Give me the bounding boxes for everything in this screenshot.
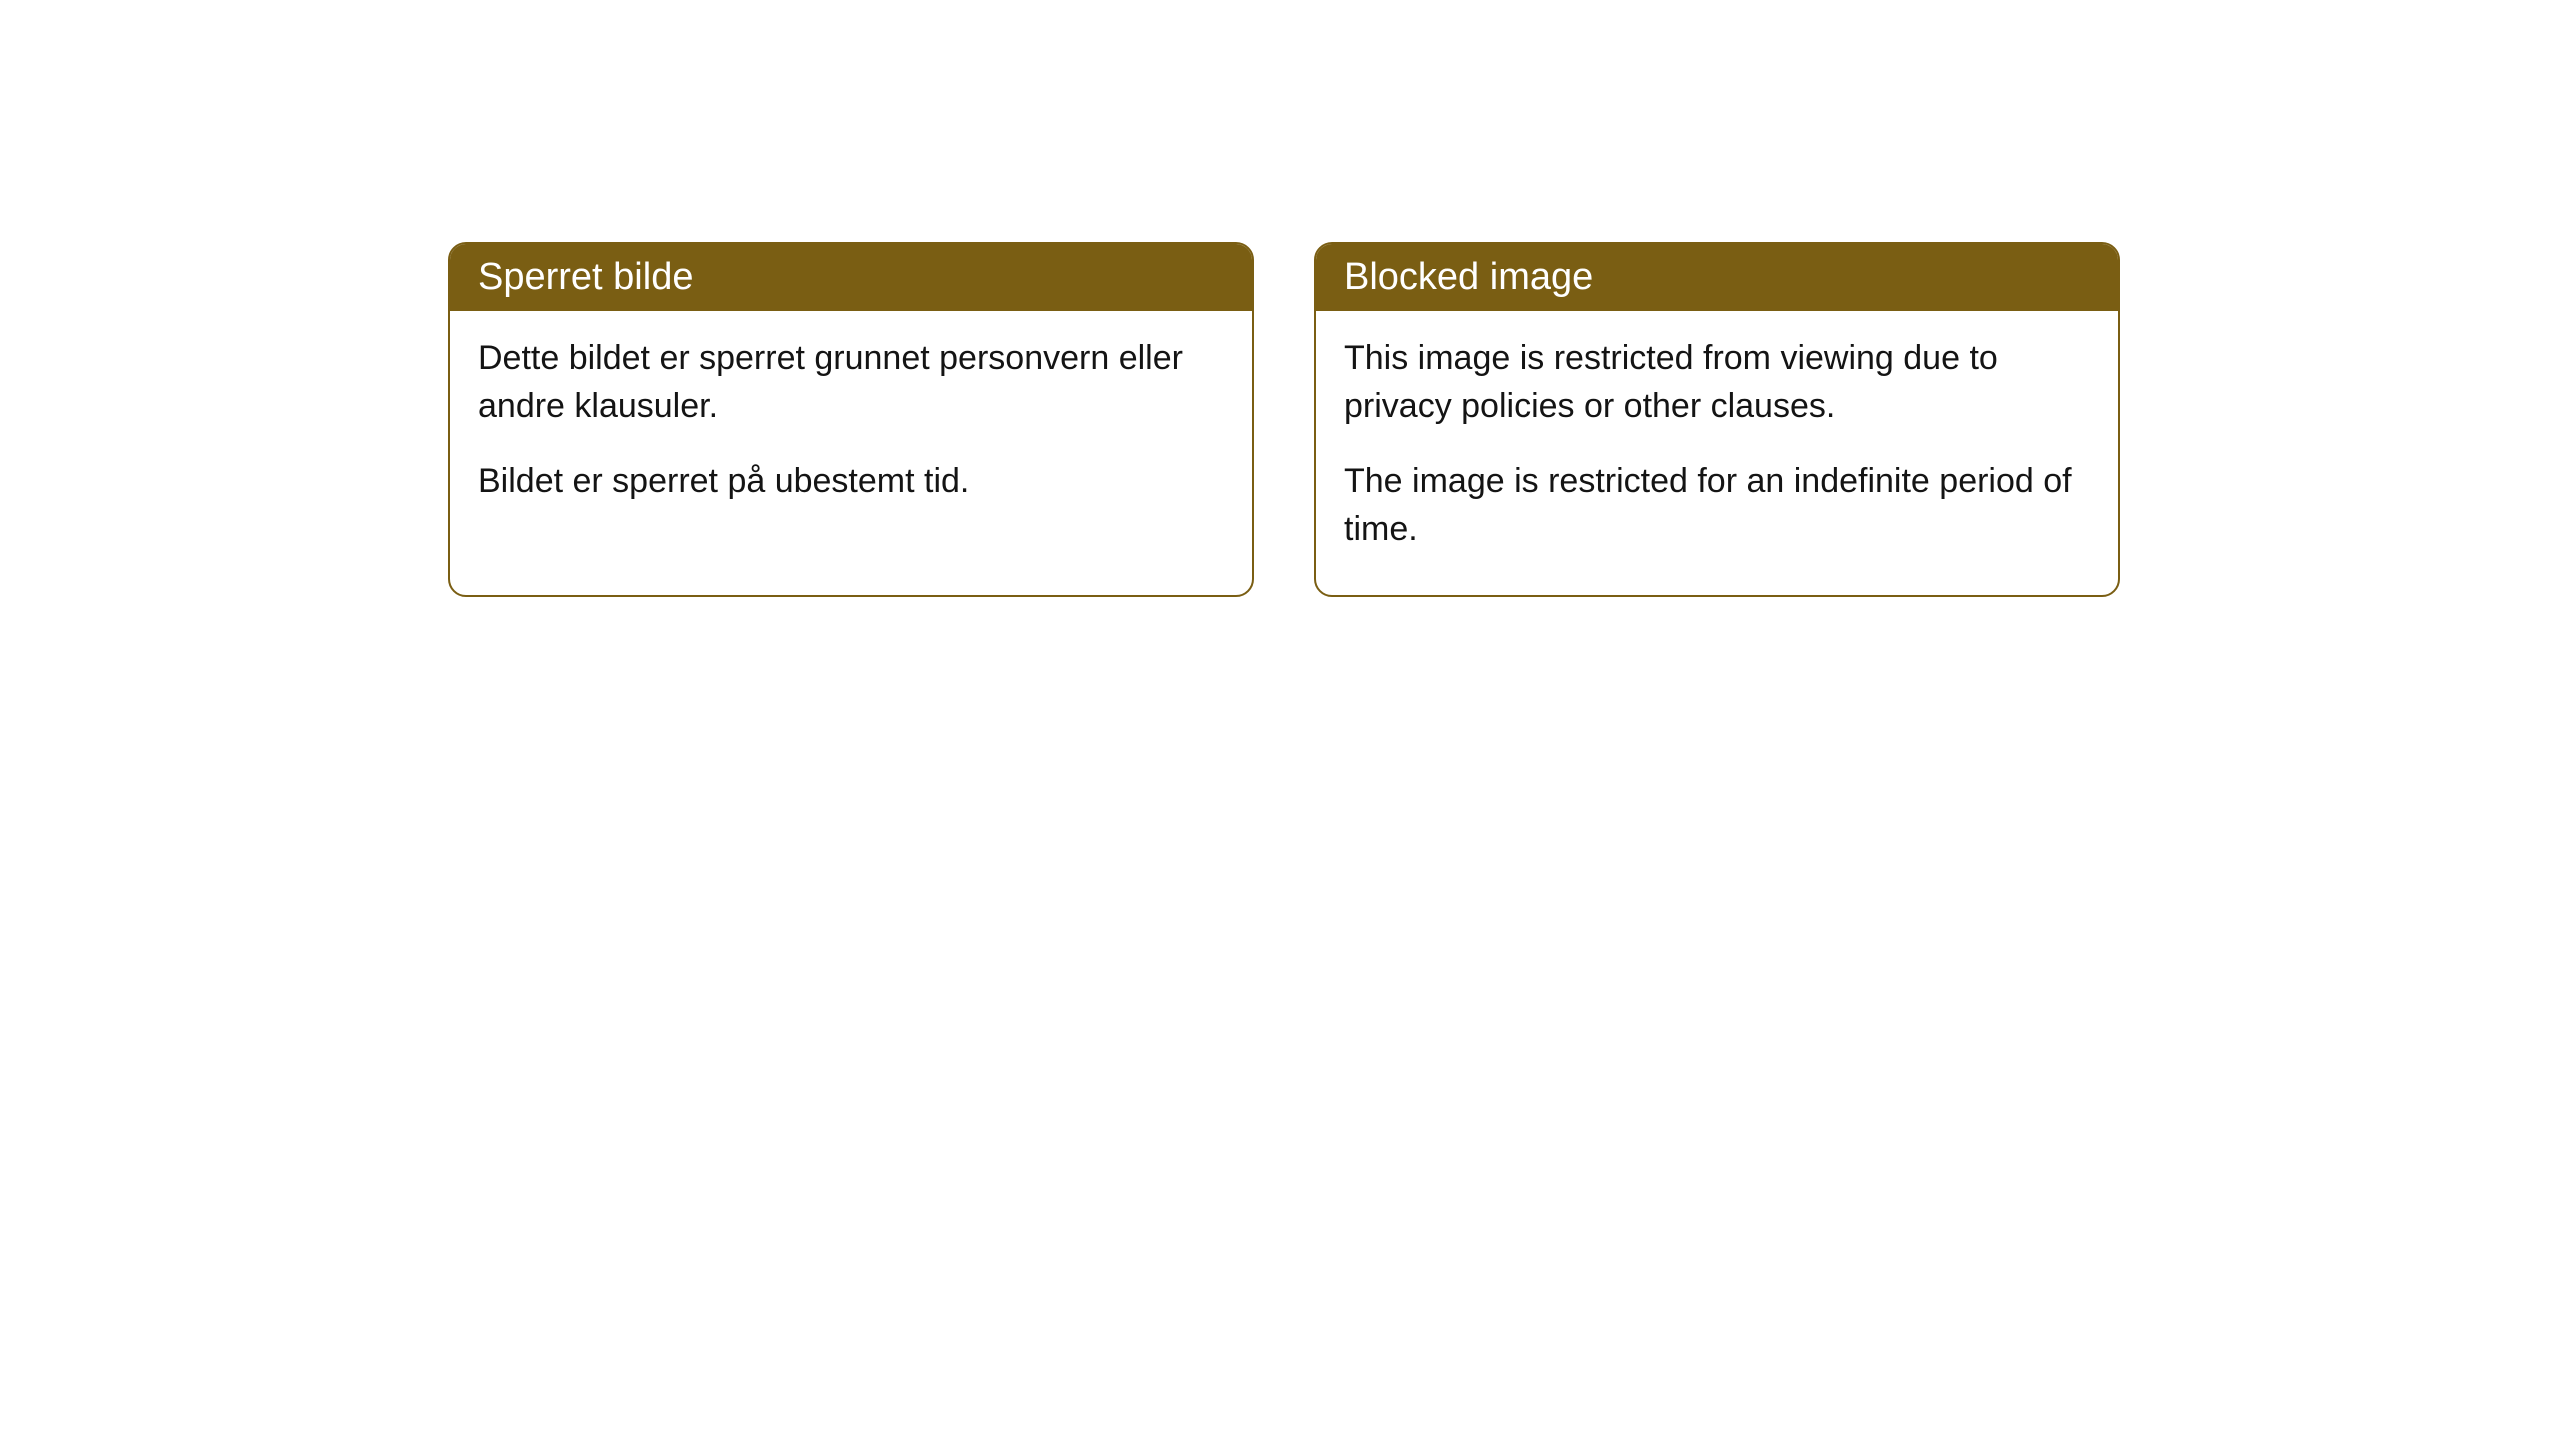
notice-paragraph: Dette bildet er sperret grunnet personve… xyxy=(478,335,1224,430)
card-body-norwegian: Dette bildet er sperret grunnet personve… xyxy=(450,311,1252,548)
notice-card-english: Blocked image This image is restricted f… xyxy=(1314,242,2120,597)
card-header-norwegian: Sperret bilde xyxy=(450,244,1252,311)
notice-paragraph: This image is restricted from viewing du… xyxy=(1344,335,2090,430)
notice-container: Sperret bilde Dette bildet er sperret gr… xyxy=(0,0,2560,597)
notice-paragraph: Bildet er sperret på ubestemt tid. xyxy=(478,458,1224,506)
card-body-english: This image is restricted from viewing du… xyxy=(1316,311,2118,595)
card-header-english: Blocked image xyxy=(1316,244,2118,311)
notice-paragraph: The image is restricted for an indefinit… xyxy=(1344,458,2090,553)
notice-card-norwegian: Sperret bilde Dette bildet er sperret gr… xyxy=(448,242,1254,597)
